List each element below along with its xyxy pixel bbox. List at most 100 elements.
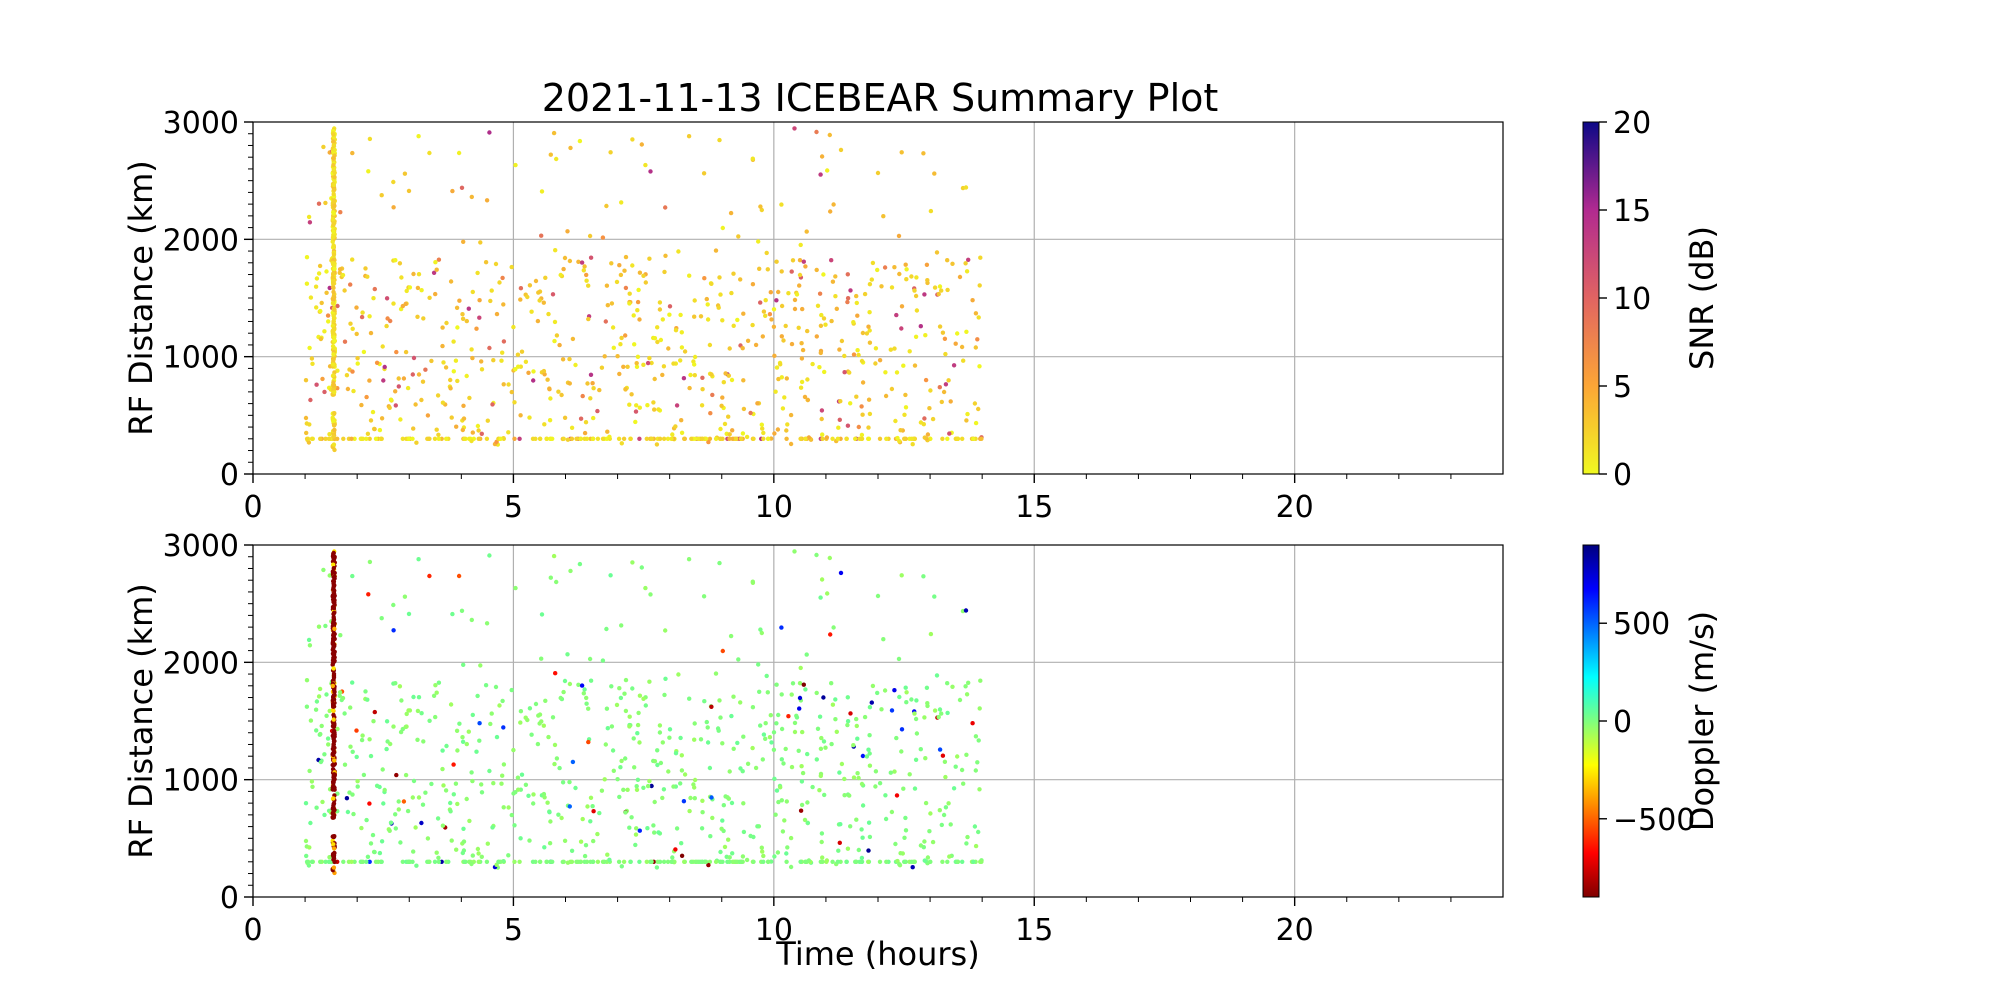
scatter-point [501,302,506,307]
scatter-point [937,707,943,712]
scatter-point [363,689,368,694]
scatter-point [360,733,365,738]
scatter-point [781,761,786,766]
scatter-point [934,250,940,255]
scatter-point [582,859,587,864]
scatter-point [322,329,327,334]
scatter-point [708,834,713,839]
scatter-point [327,285,332,291]
scatter-point [332,593,337,598]
scatter-point [331,419,336,424]
scatter-point [316,694,322,699]
scatter-point [419,288,424,293]
scatter-point [432,436,438,441]
scatter-point [617,371,622,377]
scatter-point [351,811,356,817]
scatter-point [332,851,337,856]
scatter-point [971,859,976,864]
scatter-point [636,710,641,716]
scatter-point [616,859,622,864]
scatter-point [461,403,466,408]
scatter-point [494,311,500,317]
scatter-point [649,783,654,789]
scatter-point [470,355,475,361]
scatter-point [965,834,970,840]
scatter-point [910,865,915,870]
scatter-point [710,815,715,821]
scatter-point [833,274,838,279]
scatter-point [331,749,337,754]
scatter-point [658,760,664,766]
scatter-point [331,605,337,611]
scatter-point [720,395,725,400]
scatter-point [818,172,823,177]
scatter-point [367,314,372,319]
scatter-point [597,810,602,816]
scatter-point [541,723,546,728]
scatter-point [976,315,981,320]
scatter-point [903,262,908,267]
scatter-point [963,684,968,689]
scatter-point [416,134,421,139]
scatter-point [419,820,424,826]
scatter-point [727,769,732,774]
scatter-point [805,820,811,826]
scatter-point [842,370,847,375]
scatter-point [798,808,804,813]
scatter-point [765,690,770,695]
scatter-point [960,436,965,441]
scatter-point [898,851,903,856]
scatter-point [837,417,842,422]
scatter-point [574,859,579,864]
scatter-point [729,290,734,296]
x-tick-label: 0 [243,490,262,525]
scatter-point [820,432,825,437]
scatter-point [686,134,692,139]
scatter-point [818,323,824,328]
scatter-point [611,345,616,350]
scatter-point [913,716,919,722]
scatter-point [779,798,784,803]
scatter-point [317,686,323,692]
scatter-point [842,776,847,782]
scatter-point [740,854,746,859]
scatter-point [859,436,864,441]
scatter-point [856,352,861,358]
scatter-point [562,415,568,420]
scatter-point [371,296,376,301]
scatter-point [904,690,909,695]
scatter-point [824,435,830,440]
scatter-point [591,838,596,844]
scatter-point [713,859,719,864]
scatter-point [519,772,525,777]
scatter-point [892,769,897,774]
scatter-point [799,802,805,808]
scatter-point [584,278,589,283]
scatter-point [360,859,366,864]
scatter-point [635,308,640,313]
scatter-point [667,735,672,740]
scatter-point [835,436,840,441]
scatter-point [925,278,930,283]
scatter-point [707,436,713,441]
scatter-point [309,779,315,784]
scatter-point [331,243,336,248]
scatter-point [350,573,355,579]
scatter-point [853,859,858,864]
scatter-point [379,416,385,421]
scatter-point [763,721,768,726]
scatter-point [855,771,860,776]
scatter-point [658,337,664,343]
scatter-point [393,812,398,817]
scatter-point [373,436,379,441]
scatter-point [537,859,543,864]
scatter-point [429,358,434,364]
scatter-point [930,416,936,422]
scatter-point [536,290,541,295]
scatter-point [763,313,768,318]
scatter-point [354,331,359,337]
scatter-point [337,693,342,698]
scatter-point [448,279,454,284]
scatter-point [527,838,532,843]
